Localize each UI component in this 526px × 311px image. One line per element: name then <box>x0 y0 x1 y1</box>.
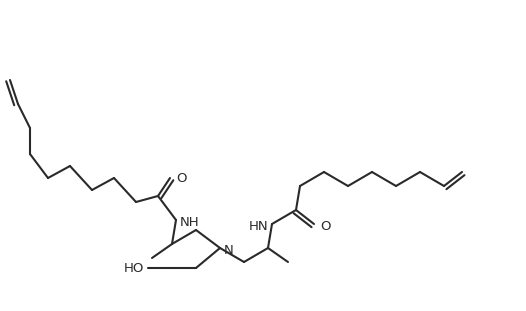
Text: NH: NH <box>180 216 200 229</box>
Text: HN: HN <box>248 220 268 233</box>
Text: O: O <box>320 220 330 233</box>
Text: O: O <box>176 171 187 184</box>
Text: N: N <box>224 244 234 258</box>
Text: HO: HO <box>124 262 144 275</box>
